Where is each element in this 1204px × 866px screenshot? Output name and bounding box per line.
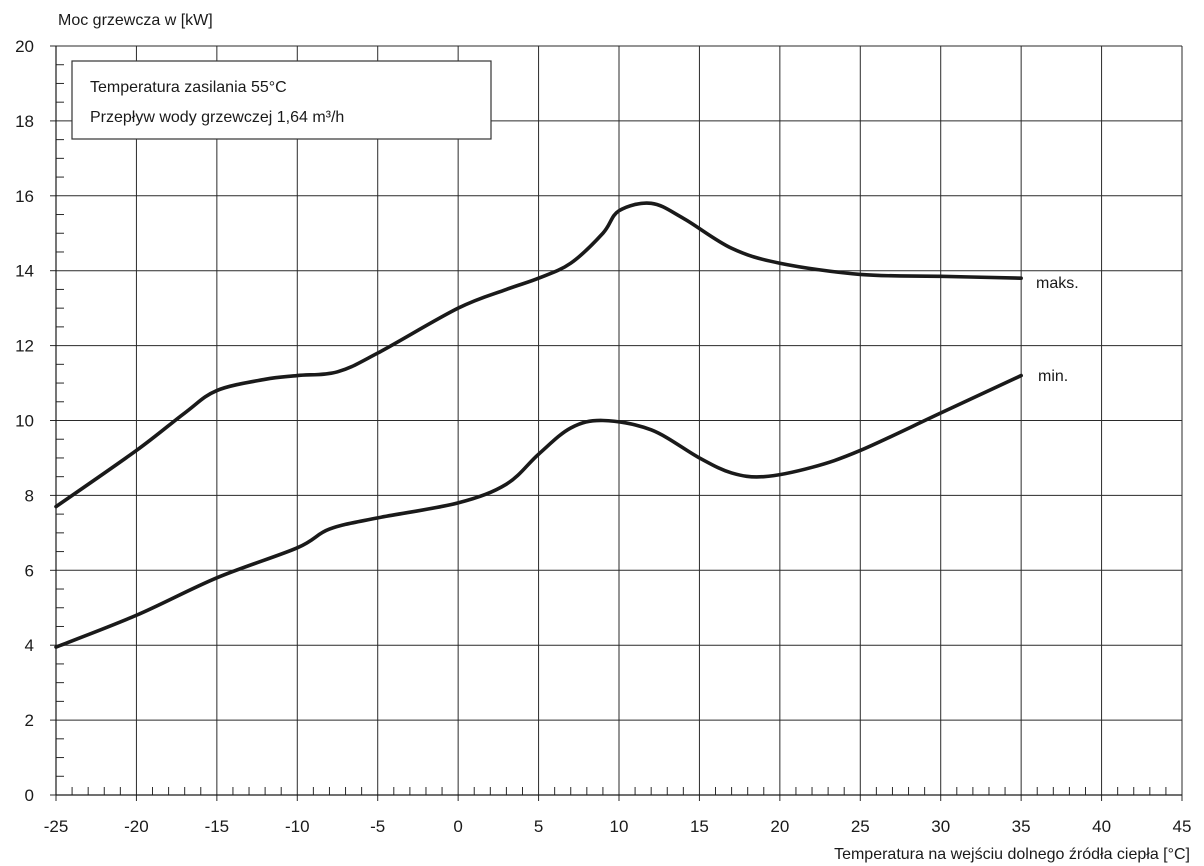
x-tick-label: 20 bbox=[770, 817, 789, 836]
x-tick-label: -25 bbox=[44, 817, 69, 836]
y-tick-label: 16 bbox=[15, 187, 34, 206]
y-tick-label: 20 bbox=[15, 37, 34, 56]
x-tick-label: 30 bbox=[931, 817, 950, 836]
x-tick-label: -20 bbox=[124, 817, 149, 836]
x-tick-label: 35 bbox=[1012, 817, 1031, 836]
y-tick-label: 12 bbox=[15, 337, 34, 356]
x-tick-label: 25 bbox=[851, 817, 870, 836]
legend-line-1: Temperatura zasilania 55°C bbox=[90, 79, 287, 96]
series-line-maks bbox=[54, 201, 1023, 509]
curves bbox=[54, 201, 1023, 649]
legend-line-2: Przepływ wody grzewczej 1,64 m³/h bbox=[90, 109, 344, 126]
y-tick-label: 4 bbox=[25, 636, 34, 655]
y-tick-label: 6 bbox=[25, 561, 34, 580]
y-axis-title: Moc grzewcza w [kW] bbox=[58, 12, 213, 29]
x-tick-label: 40 bbox=[1092, 817, 1111, 836]
curve-label-max: maks. bbox=[1036, 275, 1079, 292]
x-tick-label: 15 bbox=[690, 817, 709, 836]
legend-box: Temperatura zasilania 55°C Przepływ wody… bbox=[71, 60, 492, 140]
y-tick-label: 8 bbox=[25, 486, 34, 505]
curve-label-min: min. bbox=[1038, 368, 1068, 385]
tick-labels: -25 -20 -15 -10 -5 0 5 10 15 20 25 30 35 40 45 0 2 4 6 8 10 1… bbox=[15, 37, 1191, 836]
y-tick-label: 10 bbox=[15, 412, 34, 431]
axes bbox=[55, 46, 1182, 796]
x-tick-label: 5 bbox=[534, 817, 543, 836]
legend-frame bbox=[71, 60, 492, 140]
x-tick-label: 0 bbox=[453, 817, 462, 836]
minor-ticks bbox=[50, 45, 1183, 801]
x-tick-label: -5 bbox=[370, 817, 385, 836]
y-tick-label: 2 bbox=[25, 711, 34, 730]
y-tick-label: 14 bbox=[15, 262, 34, 281]
grid bbox=[55, 45, 1183, 796]
x-tick-label: -10 bbox=[285, 817, 310, 836]
x-tick-label: 10 bbox=[610, 817, 629, 836]
y-tick-label: 18 bbox=[15, 112, 34, 131]
x-axis-title: Temperatura na wejściu dolnego źródła ci… bbox=[834, 846, 1190, 863]
x-tick-label: -15 bbox=[205, 817, 230, 836]
series-line-min bbox=[54, 373, 1023, 649]
x-tick-label: 45 bbox=[1173, 817, 1192, 836]
y-tick-label: 0 bbox=[25, 786, 34, 805]
